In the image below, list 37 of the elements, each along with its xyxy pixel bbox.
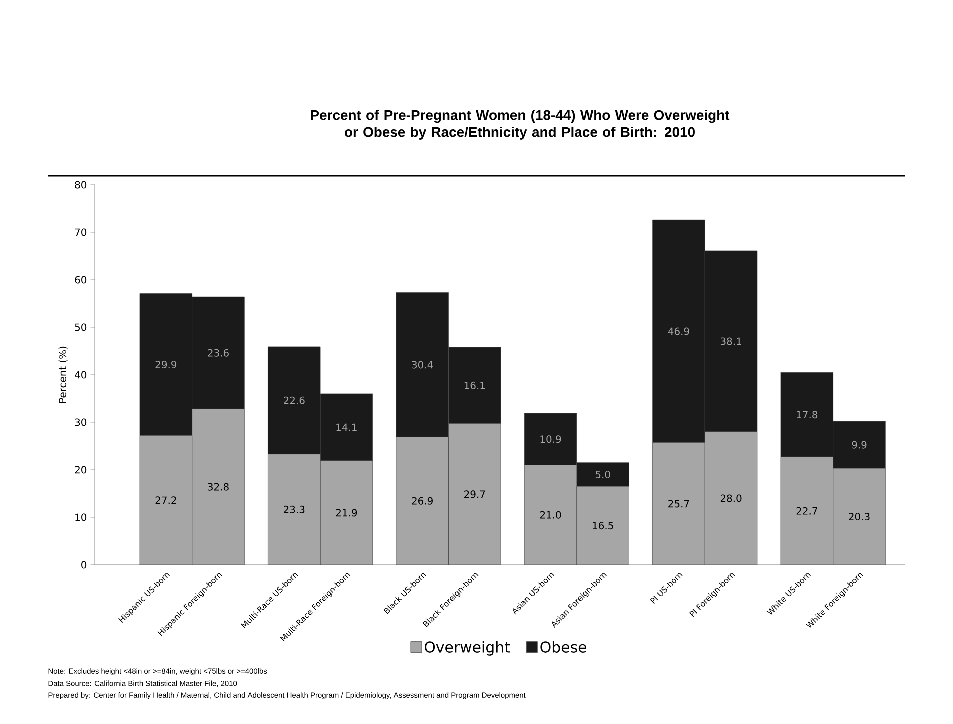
data-label: 10.9: [540, 436, 562, 444]
data-label: 32.8: [208, 483, 229, 491]
chart-title: Percent of Pre-Pregnant Women (18-44) Who Were Overweight or Obese by Race/Ethnicity and Place of Birth: 2010: [311, 110, 730, 140]
y-tick-label: 0: [82, 561, 87, 569]
data-label: 9.9: [852, 441, 867, 449]
data-label: 21.0: [540, 511, 562, 519]
data-label: 20.3: [849, 512, 870, 521]
data-label: 14.1: [336, 424, 357, 432]
legend-label: Obese: [540, 641, 586, 653]
data-label: 21.9: [336, 509, 358, 517]
data-label: 22.7: [796, 507, 818, 515]
y-tick-label: 10: [76, 514, 87, 522]
y-tick-label: 30: [75, 418, 87, 426]
y-tick-label: 70: [75, 228, 87, 236]
data-label: 38.1: [720, 338, 742, 346]
y-tick-label: 60: [75, 276, 87, 284]
data-label: 23.3: [284, 506, 305, 514]
data-label: 46.9: [668, 328, 690, 336]
data-label: 25.7: [668, 500, 690, 508]
data-label: 27.2: [156, 496, 176, 504]
data-label: 29.7: [464, 490, 486, 498]
data-label: 30.4: [412, 361, 434, 369]
data-label: 26.9: [412, 497, 433, 505]
y-tick-label: 80: [75, 181, 87, 189]
data-label: 5.0: [596, 470, 610, 478]
y-tick-label: 20: [75, 466, 87, 474]
y-tick-label: 40: [75, 371, 87, 379]
y-axis-title: Percent (%): [58, 346, 68, 403]
data-label: 16.1: [464, 382, 486, 390]
data-label: 17.8: [797, 411, 818, 419]
data-label: 29.9: [156, 360, 177, 369]
legend-label: Overweight: [424, 641, 510, 656]
data-label: 23.6: [208, 349, 229, 357]
data-label: 28.0: [720, 494, 742, 502]
data-label: 16.5: [593, 522, 614, 530]
y-tick-label: 50: [75, 324, 87, 332]
data-label: 22.6: [284, 396, 305, 404]
